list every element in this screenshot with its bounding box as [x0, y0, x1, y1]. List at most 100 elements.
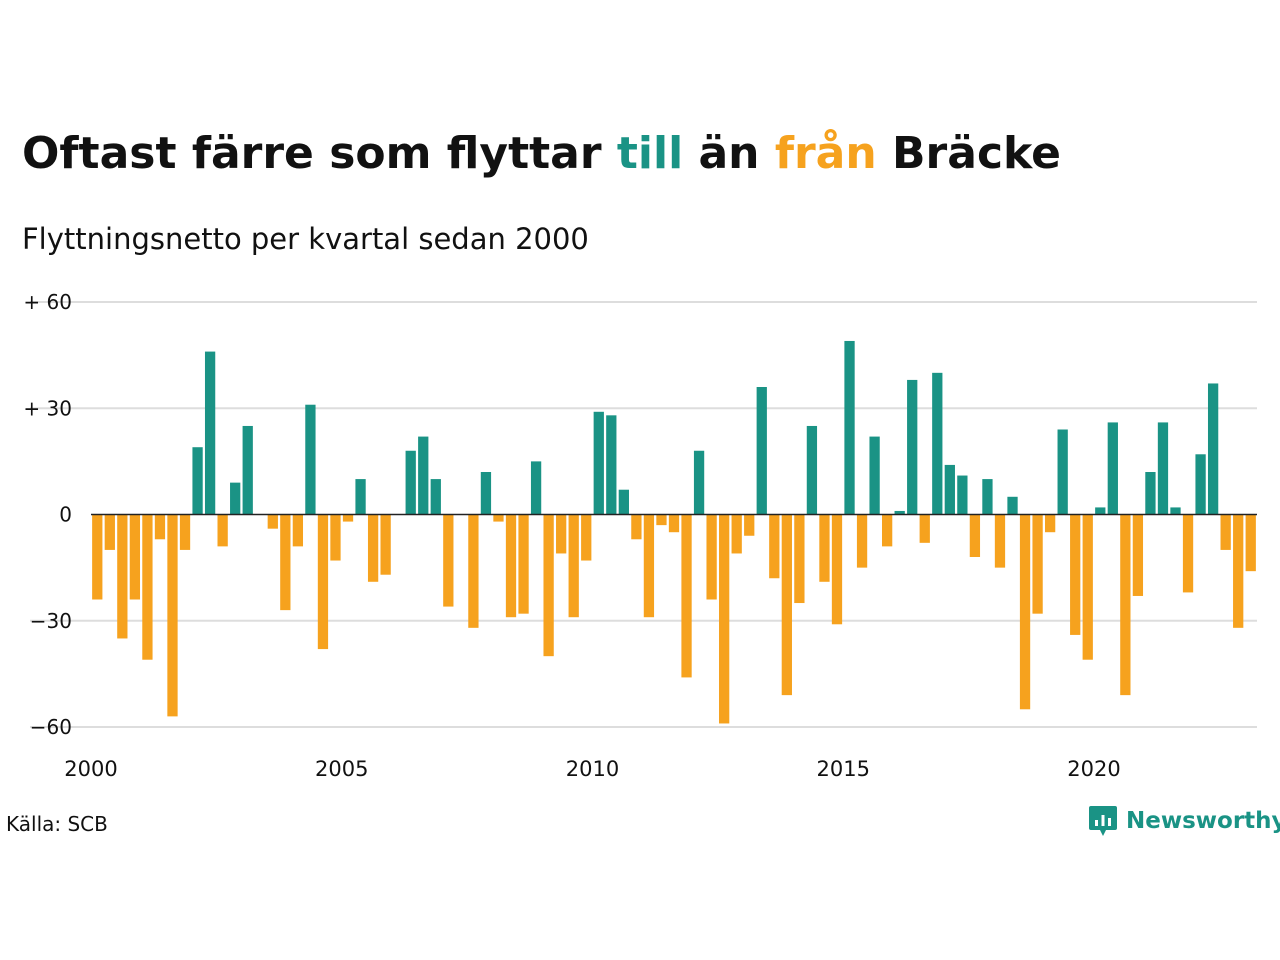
- brand: Newsworthy: [1088, 804, 1280, 838]
- bar-2017-k2: [957, 475, 968, 515]
- bar-2006-k3: [418, 436, 429, 515]
- x-tick-label: 2020: [1067, 757, 1120, 781]
- bar-2005-k2: [355, 479, 366, 515]
- bar-chart: + 60 + 30 0 −30 −60 2000 2005 2010 2015 2020: [23, 290, 1257, 781]
- bar-2006-k2: [405, 450, 416, 515]
- bar-2009-k2: [556, 514, 567, 554]
- bar-2011-k3: [668, 514, 680, 533]
- bar-2014-k4: [831, 514, 843, 625]
- x-tick-label: 2010: [566, 757, 619, 781]
- bar-2022-k3: [1220, 514, 1231, 550]
- bar-2017-k3: [969, 514, 981, 557]
- bar-2003-k4: [280, 514, 291, 611]
- bars: [92, 340, 1256, 724]
- bar-2022-k1: [1195, 454, 1206, 515]
- bar-2010-k4: [631, 514, 642, 540]
- x-tick-label: 2015: [817, 757, 870, 781]
- title-word-till: till: [616, 128, 684, 179]
- chart-subtitle: Flyttningsnetto per kvartal sedan 2000: [22, 222, 589, 256]
- bar-2004-k4: [330, 514, 341, 561]
- bar-2015-k3: [869, 436, 880, 515]
- bar-2013-k4: [781, 514, 792, 696]
- bar-2009-k1: [543, 514, 554, 657]
- bar-2010-k1: [593, 411, 604, 515]
- y-tick-label: + 30: [23, 396, 72, 420]
- bar-2006-k4: [430, 479, 441, 515]
- bar-2020-k4: [1132, 514, 1144, 596]
- bar-2015-k1: [844, 340, 855, 515]
- bar-2012-k1: [693, 450, 705, 515]
- bar-2000-k4: [129, 514, 141, 600]
- bar-2023-k1: [1245, 514, 1256, 572]
- bar-2019-k1: [1044, 514, 1056, 533]
- bar-2016-k4: [932, 372, 943, 515]
- bar-2005-k1: [342, 514, 354, 522]
- bar-2018-k4: [1032, 514, 1043, 614]
- brand-name: Newsworthy: [1126, 808, 1280, 834]
- bar-2019-k4: [1082, 514, 1093, 660]
- bar-2019-k2: [1057, 429, 1068, 515]
- bar-2012-k2: [706, 514, 717, 600]
- bar-2010-k3: [618, 489, 629, 515]
- bar-2008-k1: [493, 514, 504, 522]
- bar-2014-k1: [794, 514, 805, 604]
- bar-2014-k2: [806, 425, 818, 515]
- bar-2009-k3: [568, 514, 579, 618]
- x-axis-labels: 2000 2005 2010 2015 2020: [64, 757, 1120, 781]
- bar-2002-k4: [230, 482, 241, 515]
- bar-2004-k1: [292, 514, 304, 547]
- source-note: Källa: SCB: [6, 812, 108, 836]
- bar-2013-k2: [756, 387, 767, 515]
- bar-2002-k2: [204, 351, 216, 515]
- bar-2013-k1: [744, 514, 755, 536]
- bar-2002-k1: [192, 447, 203, 515]
- title-word-bracke: Bräcke: [892, 128, 1061, 179]
- bar-2009-k4: [581, 514, 592, 561]
- bar-2015-k2: [856, 514, 868, 568]
- bar-2018-k3: [1019, 514, 1031, 710]
- bar-2004-k3: [317, 514, 329, 650]
- bar-2004-k2: [305, 404, 316, 515]
- y-tick-label: + 60: [23, 290, 72, 314]
- bar-2011-k4: [681, 514, 692, 678]
- bar-2020-k2: [1107, 422, 1118, 515]
- x-tick-label: 2005: [315, 757, 368, 781]
- bar-2001-k4: [179, 514, 191, 550]
- bar-2017-k4: [982, 479, 993, 515]
- bar-2002-k3: [217, 514, 228, 547]
- y-tick-label: −30: [30, 609, 72, 633]
- bar-2022-k4: [1233, 514, 1244, 628]
- bar-2016-k2: [907, 379, 918, 515]
- bar-2021-k2: [1157, 422, 1169, 515]
- bar-2015-k4: [882, 514, 893, 547]
- bar-2021-k4: [1182, 514, 1194, 593]
- bar-2003-k3: [267, 514, 278, 529]
- y-tick-label: −60: [30, 715, 72, 739]
- bar-2012-k3: [719, 514, 730, 724]
- title-part-1: Oftast färre som flyttar: [22, 128, 602, 179]
- bar-2005-k3: [367, 514, 379, 582]
- bar-2007-k4: [480, 472, 492, 515]
- bar-2018-k1: [994, 514, 1006, 568]
- y-tick-label: 0: [59, 503, 72, 527]
- bar-2005-k4: [380, 514, 391, 575]
- bar-2019-k3: [1070, 514, 1081, 635]
- chart-title: Oftast färre som flyttar till än från Br…: [22, 128, 1061, 179]
- bar-2020-k1: [1095, 507, 1106, 515]
- bar-2016-k1: [894, 510, 905, 515]
- bar-2000-k3: [117, 514, 128, 639]
- bar-2014-k3: [819, 514, 830, 582]
- bar-2013-k3: [769, 514, 780, 579]
- bar-2017-k1: [944, 464, 955, 515]
- bar-2000-k2: [104, 514, 115, 550]
- bar-2008-k3: [518, 514, 529, 614]
- bar-2018-k2: [1007, 496, 1018, 515]
- bar-2011-k2: [656, 514, 667, 526]
- bar-2020-k3: [1120, 514, 1131, 696]
- title-word-fran: från: [774, 128, 877, 179]
- bar-2001-k3: [167, 514, 178, 717]
- bar-2011-k1: [643, 514, 655, 618]
- gridlines: [30, 301, 1257, 728]
- x-tick-label: 2000: [64, 757, 117, 781]
- bar-2008-k2: [505, 514, 517, 618]
